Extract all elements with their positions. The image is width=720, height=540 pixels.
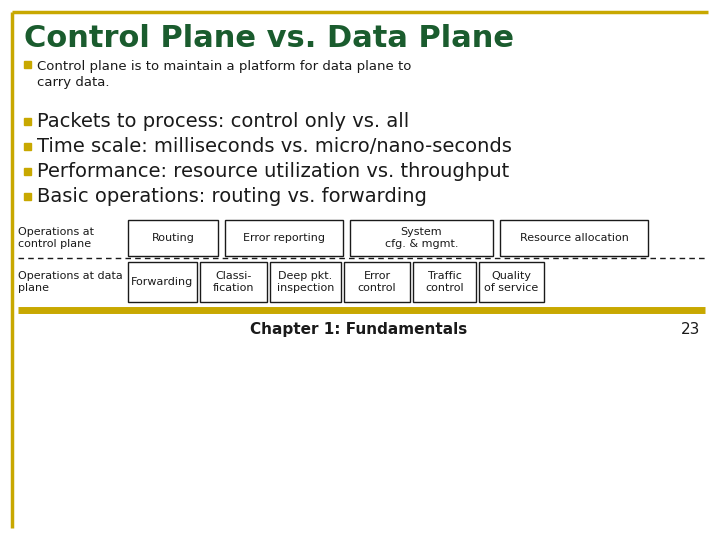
Text: Operations at
control plane: Operations at control plane	[18, 227, 94, 249]
Text: Forwarding: Forwarding	[131, 277, 194, 287]
FancyBboxPatch shape	[479, 262, 544, 302]
Text: Packets to process: control only vs. all: Packets to process: control only vs. all	[37, 112, 409, 131]
FancyBboxPatch shape	[413, 262, 476, 302]
Text: Error reporting: Error reporting	[243, 233, 325, 243]
Text: carry data.: carry data.	[37, 76, 109, 89]
FancyBboxPatch shape	[128, 262, 197, 302]
FancyBboxPatch shape	[500, 220, 648, 256]
Bar	[24, 61, 31, 68]
Text: Control plane is to maintain a platform for data plane to: Control plane is to maintain a platform …	[37, 60, 411, 73]
Text: Resource allocation: Resource allocation	[520, 233, 629, 243]
Text: Control Plane vs. Data Plane: Control Plane vs. Data Plane	[24, 24, 514, 53]
Text: Deep pkt.
inspection: Deep pkt. inspection	[276, 271, 334, 293]
Text: Traffic
control: Traffic control	[426, 271, 464, 293]
Text: Performance: resource utilization vs. throughput: Performance: resource utilization vs. th…	[37, 162, 509, 181]
Text: Operations at data
plane: Operations at data plane	[18, 271, 122, 293]
Text: Classi-
fication: Classi- fication	[212, 271, 254, 293]
Bar	[24, 118, 31, 125]
Text: Time scale: milliseconds vs. micro/nano-seconds: Time scale: milliseconds vs. micro/nano-…	[37, 137, 512, 156]
Bar	[24, 168, 31, 175]
FancyBboxPatch shape	[225, 220, 343, 256]
Text: 23: 23	[680, 322, 700, 337]
Bar	[24, 143, 31, 150]
Bar	[24, 193, 31, 200]
Text: Basic operations: routing vs. forwarding: Basic operations: routing vs. forwarding	[37, 187, 427, 206]
Text: Chapter 1: Fundamentals: Chapter 1: Fundamentals	[250, 322, 467, 337]
Text: Quality
of service: Quality of service	[485, 271, 539, 293]
Text: Error
control: Error control	[358, 271, 396, 293]
FancyBboxPatch shape	[344, 262, 410, 302]
FancyBboxPatch shape	[350, 220, 493, 256]
FancyBboxPatch shape	[128, 220, 218, 256]
FancyBboxPatch shape	[270, 262, 341, 302]
Text: System
cfg. & mgmt.: System cfg. & mgmt.	[384, 227, 458, 249]
FancyBboxPatch shape	[200, 262, 267, 302]
Text: Routing: Routing	[152, 233, 194, 243]
